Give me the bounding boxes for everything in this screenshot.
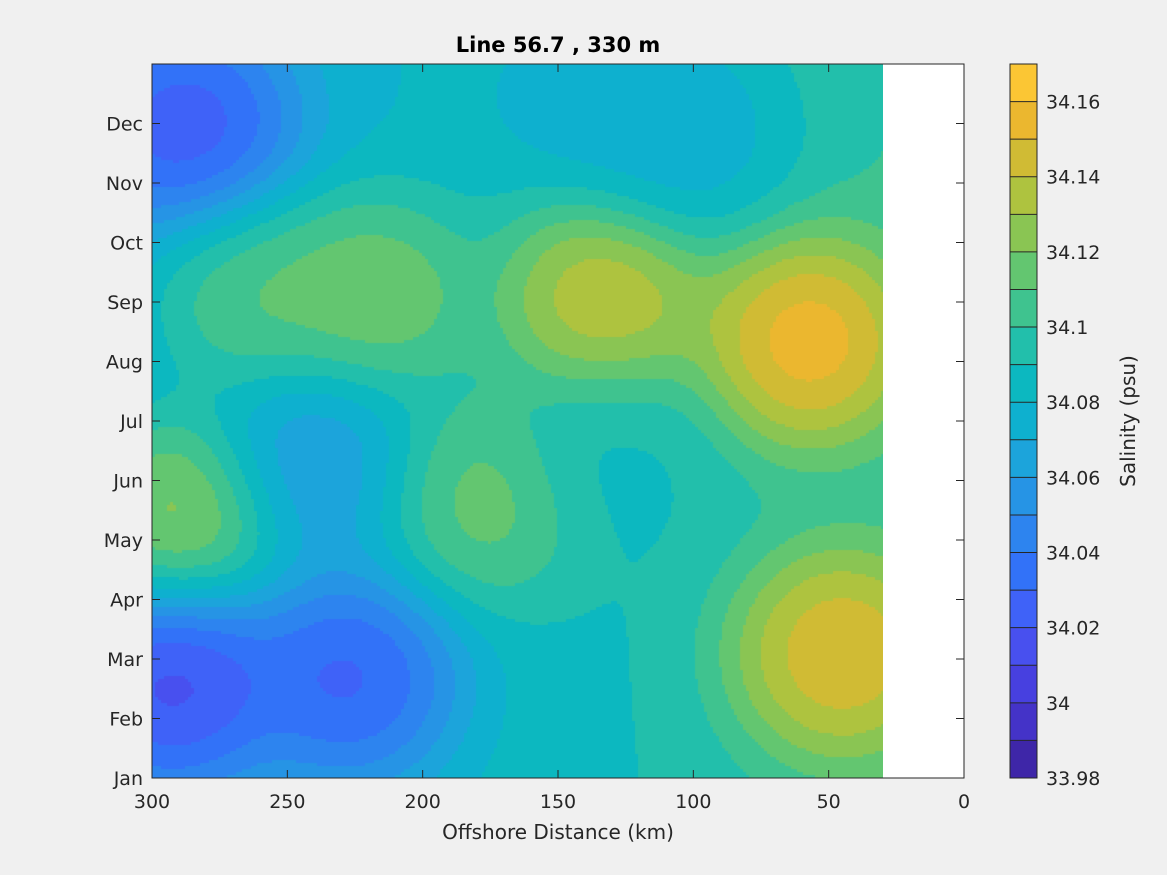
- colorbar-segment: [1010, 740, 1037, 779]
- colorbar-segment: [1010, 477, 1037, 516]
- colorbar-tick-label: 34.08: [1046, 392, 1100, 414]
- y-tick-label: Dec: [106, 114, 143, 136]
- x-tick-label: 150: [540, 791, 576, 813]
- colorbar-tick-label: 34.02: [1046, 618, 1100, 640]
- colorbar-tick-label: 34.04: [1046, 543, 1100, 565]
- colorbar-segment: [1010, 327, 1037, 366]
- x-axis-ticks: 300 250 200 150 100 50 0: [134, 64, 970, 813]
- y-tick-label: Sep: [107, 292, 143, 314]
- colorbar-tick-label: 34.1: [1046, 317, 1088, 339]
- y-tick-label: Oct: [110, 233, 143, 255]
- colorbar-segment: [1010, 64, 1037, 103]
- colorbar-segment: [1010, 101, 1037, 140]
- colorbar-segment: [1010, 364, 1037, 403]
- x-tick-label: 100: [675, 791, 711, 813]
- colorbar-segment: [1010, 176, 1037, 215]
- colorbar-segment: [1010, 439, 1037, 478]
- colorbar-tick-label: 34: [1046, 693, 1070, 715]
- colorbar-ticks: 34.16 34.14 34.12 34.1 34.08 34.06 34.04 34.02 3…: [1010, 63, 1100, 790]
- x-tick-label: 50: [817, 791, 841, 813]
- colorbar-tick-label: 34.06: [1046, 467, 1100, 489]
- y-tick-label: Feb: [109, 709, 143, 731]
- chart-title: Line 56.7 , 330 m: [456, 33, 661, 57]
- colorbar-tick-label: 34.12: [1046, 242, 1100, 264]
- colorbar-segment: [1010, 627, 1037, 666]
- y-tick-label: Nov: [106, 173, 143, 195]
- y-tick-label: Mar: [107, 649, 143, 671]
- y-tick-label: Jul: [119, 411, 143, 433]
- plot-area: 300 250 200 150 100 50 0 Jan Feb Mar Apr May Jun Jul…: [104, 63, 970, 813]
- colorbar-segment: [1010, 139, 1037, 178]
- colorbar-segments: [1010, 64, 1037, 779]
- y-tick-label: Jan: [113, 768, 143, 790]
- colorbar-tick-label: 34.14: [1046, 167, 1100, 189]
- y-axis-ticks: Jan Feb Mar Apr May Jun Jul Aug Sep Oct Nov Dec: [104, 114, 964, 790]
- y-tick-label: Apr: [110, 590, 143, 612]
- x-tick-label: 200: [405, 791, 441, 813]
- x-axis-label: Offshore Distance (km): [442, 820, 674, 844]
- x-tick-label: 0: [958, 791, 970, 813]
- colorbar-segment: [1010, 402, 1037, 441]
- colorbar-segment: [1010, 514, 1037, 554]
- colorbar-label: Salinity (psu): [1116, 355, 1140, 487]
- y-tick-label: Jun: [112, 471, 143, 493]
- colorbar-segment: [1010, 590, 1037, 629]
- colorbar-tick-label: 33.98: [1046, 768, 1100, 790]
- colorbar: 34.16 34.14 34.12 34.1 34.08 34.06 34.04 34.02 3…: [1009, 63, 1140, 790]
- colorbar-segment: [1010, 289, 1037, 328]
- colorbar-segment: [1010, 552, 1037, 591]
- colorbar-segment: [1010, 214, 1037, 253]
- x-tick-label: 300: [134, 791, 170, 813]
- y-tick-label: May: [104, 530, 143, 552]
- salinity-contour-field: [152, 64, 883, 778]
- colorbar-segment: [1010, 702, 1037, 741]
- x-tick-label: 250: [269, 791, 305, 813]
- colorbar-tick-label: 34.16: [1046, 92, 1100, 114]
- colorbar-segment: [1010, 251, 1037, 290]
- colorbar-segment: [1010, 665, 1037, 704]
- y-tick-label: Aug: [106, 352, 143, 374]
